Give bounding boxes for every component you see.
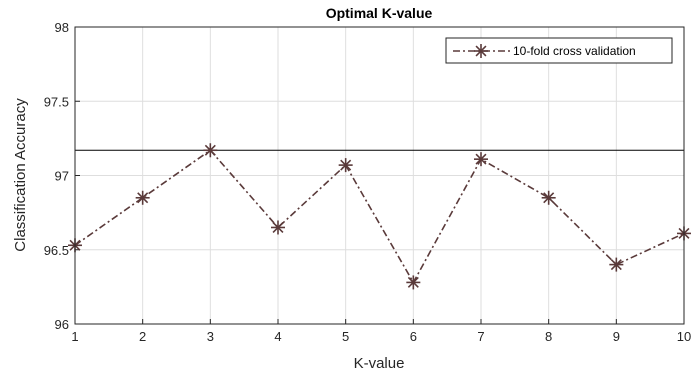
- y-tick-label: 96.5: [44, 243, 69, 258]
- x-tick-label: 8: [545, 329, 552, 344]
- data-point-marker: [271, 220, 285, 235]
- data-point-marker: [609, 257, 624, 272]
- data-point-marker: [406, 275, 421, 290]
- x-tick-label: 2: [139, 329, 146, 344]
- y-tick-label: 98: [55, 20, 69, 35]
- legend: 10-fold cross validation: [445, 37, 673, 64]
- y-tick-label: 97: [55, 169, 69, 184]
- legend-marker: [474, 44, 488, 58]
- x-tick-label: 5: [342, 329, 349, 344]
- x-tick-labels: 1 2 3 4 5 6 7 8 9 10: [71, 329, 691, 344]
- series-markers: [68, 143, 691, 290]
- y-axis-label: Classification Accuracy: [12, 98, 29, 252]
- plot-frame: [74, 26, 685, 325]
- series-line: [74, 149, 685, 285]
- data-point-marker: [474, 152, 488, 167]
- y-tick-label: 96: [55, 317, 69, 332]
- data-point-marker: [541, 190, 556, 205]
- legend-label: 10-fold cross validation: [513, 44, 636, 58]
- data-point-marker: [338, 158, 353, 173]
- x-tick-label: 6: [410, 329, 417, 344]
- x-tick-label: 10: [677, 329, 691, 344]
- data-point-marker: [203, 143, 218, 158]
- x-tick-label: 9: [613, 329, 620, 344]
- x-tick-label: 1: [71, 329, 78, 344]
- x-tick-label: 4: [274, 329, 281, 344]
- data-point-marker: [135, 190, 150, 205]
- x-tick-label: 3: [207, 329, 214, 344]
- chart-title: Optimal K-value: [326, 5, 433, 21]
- x-axis-label: K-value: [354, 355, 405, 372]
- legend-marker-star: [474, 44, 488, 58]
- y-tick-label: 97.5: [44, 94, 69, 109]
- y-tick-labels: 96 96.5 97 97.5 98: [44, 20, 69, 332]
- x-tick-label: 7: [477, 329, 484, 344]
